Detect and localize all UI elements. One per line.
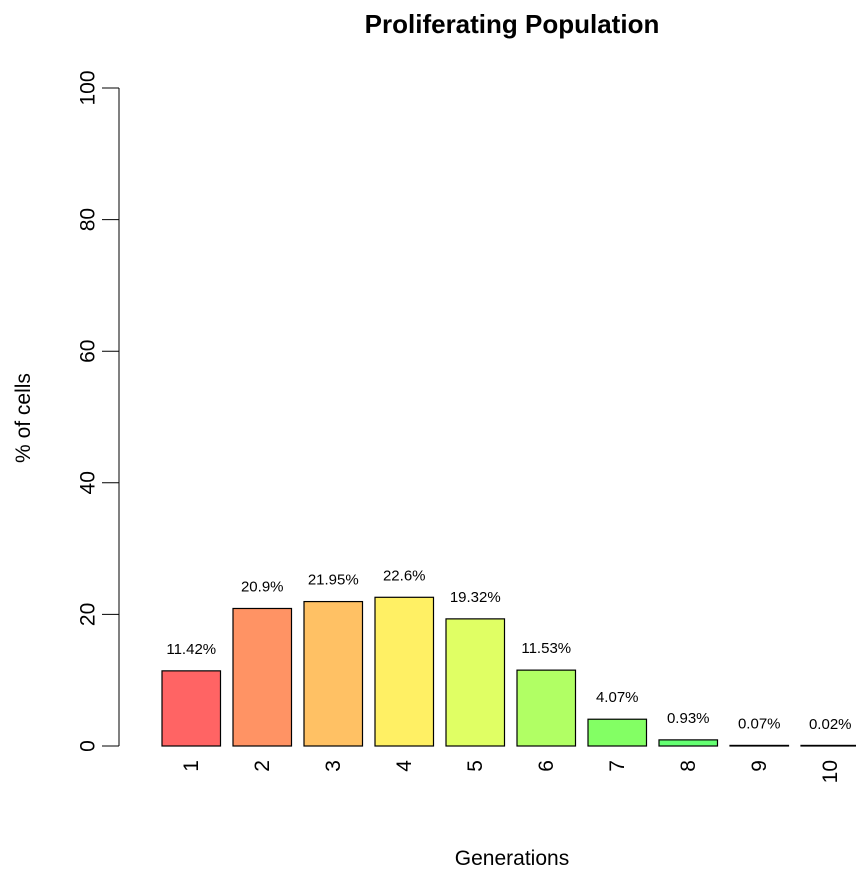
bars-group — [161, 596, 856, 747]
bar — [729, 744, 790, 747]
x-tick-label: 8 — [677, 760, 700, 772]
chart-title: Proliferating Population — [365, 9, 660, 39]
bar-data-label: 11.53% — [521, 640, 571, 657]
bar-data-label: 21.95% — [308, 572, 359, 589]
y-axis-label: % of cells — [12, 373, 35, 463]
bar-data-label: 0.02% — [809, 716, 852, 733]
bar-data-label: 11.42% — [166, 641, 216, 658]
x-tick-label: 3 — [322, 760, 345, 772]
bar — [232, 607, 293, 747]
bar — [800, 744, 856, 747]
y-tick-label: 80 — [77, 208, 100, 231]
y-tick-label: 100 — [77, 70, 100, 105]
x-tick-label: 2 — [251, 760, 274, 772]
data-labels-group: 11.42% 20.9% 21.95% 22.6% 19.32% 11.53% 4.07% 0… — [166, 567, 851, 733]
y-tick-label: 20 — [77, 603, 100, 626]
x-tick-label: 6 — [535, 760, 558, 772]
bar-data-label: 0.07% — [738, 716, 781, 733]
bar — [161, 670, 222, 747]
x-tick-label: 10 — [819, 760, 842, 783]
bar-data-label: 0.93% — [667, 710, 710, 727]
bar — [445, 618, 506, 747]
bar — [587, 718, 648, 747]
x-tick-labels-group: 1 2 3 4 5 6 7 8 9 10 — [180, 760, 842, 784]
bar-data-label: 19.32% — [450, 589, 501, 606]
x-tick-label: 5 — [464, 760, 487, 772]
bar-data-label: 22.6% — [383, 567, 426, 584]
bar — [374, 596, 435, 747]
x-axis-label: Generations — [455, 847, 569, 870]
bar — [516, 669, 577, 747]
y-tick-label: 60 — [77, 340, 100, 363]
x-tick-label: 9 — [748, 760, 771, 772]
bar — [303, 600, 364, 747]
x-tick-label: 7 — [606, 760, 629, 772]
y-tick-label: 40 — [77, 471, 100, 494]
bar-data-label: 20.9% — [241, 578, 284, 595]
x-tick-label: 4 — [393, 760, 416, 772]
x-tick-label: 1 — [180, 760, 203, 772]
y-tick-label: 0 — [77, 740, 100, 752]
y-axis: 0 20 40 60 80 100 — [77, 70, 120, 752]
bar — [658, 739, 719, 747]
bar-data-label: 4.07% — [596, 689, 639, 706]
